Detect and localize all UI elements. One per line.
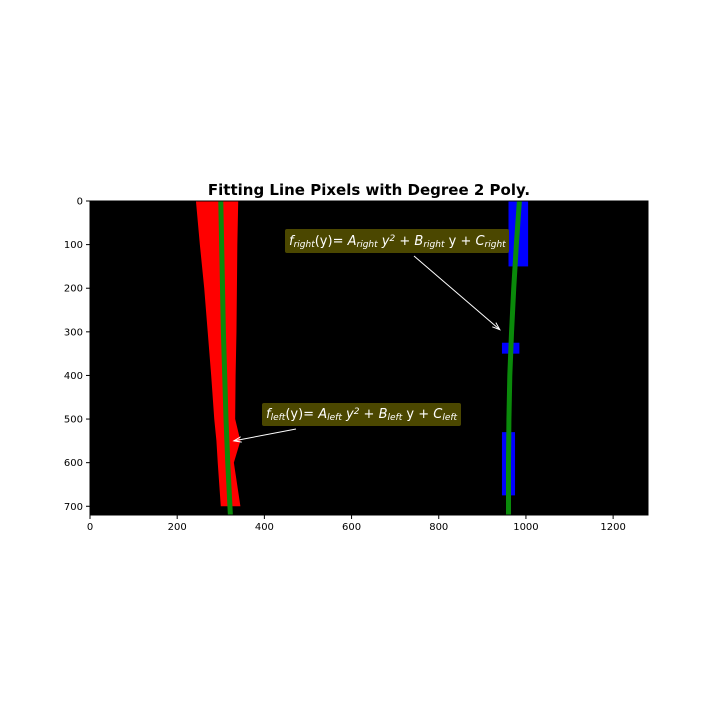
- annotation-label-part: y: [378, 234, 390, 249]
- x-tick-label: 600: [342, 522, 361, 533]
- y-tick-label: 400: [64, 371, 83, 382]
- annotation-label-part: f: [289, 234, 296, 249]
- annotation-label-part: B: [414, 234, 423, 249]
- annotation-label-part: f: [266, 407, 273, 422]
- annotation-label-part: y: [342, 407, 354, 422]
- plot-area: [89, 200, 649, 516]
- annotation-label: fright(y)= Aright y2 + Bright y + Cright: [289, 234, 506, 250]
- annotation-label-part: +: [359, 407, 378, 422]
- annotation-label-part: B: [379, 407, 388, 422]
- image-background: [90, 201, 648, 515]
- annotation-label-part: left: [327, 413, 342, 423]
- annotation-label-part: right: [357, 240, 379, 250]
- x-tick-label: 800: [429, 522, 448, 533]
- y-tick-label: 200: [64, 284, 83, 295]
- annotation-label-part: A: [347, 234, 357, 249]
- x-tick-label: 1000: [513, 522, 538, 533]
- y-tick-label: 600: [64, 458, 83, 469]
- annotation-label-part: (y)=: [285, 407, 318, 422]
- y-tick-label: 700: [64, 502, 83, 513]
- annotation-label-part: y +: [444, 234, 475, 249]
- annotation-label-part: left: [271, 413, 286, 423]
- annotation-box: [262, 403, 461, 426]
- annotation-label-part: C: [433, 407, 443, 422]
- annotation-box: [285, 229, 509, 253]
- annotation-label-part: A: [317, 407, 327, 422]
- annotation-arrowhead: [232, 436, 242, 443]
- annotation-label-part: left: [388, 413, 403, 423]
- annotation-arrowhead: [492, 322, 501, 331]
- annotation-label-part: 2: [354, 407, 360, 417]
- x-tick-label: 1200: [600, 522, 625, 533]
- right-fit-line: [506, 200, 522, 515]
- annotations: fright(y)= Aright y2 + Bright y + Cright…: [232, 229, 509, 443]
- annotation-label-part: +: [395, 234, 414, 249]
- left-lane-pixels: [195, 201, 241, 507]
- annotation-label-part: right: [485, 240, 507, 250]
- annotation-label: fleft(y)= Aleft y2 + Bleft y + Cleft: [266, 407, 458, 423]
- left-fit-line: [218, 200, 233, 516]
- x-axis: 0 200 400 600 800 1000 1200: [87, 515, 626, 533]
- annotation-label-part: left: [442, 413, 457, 423]
- y-axis: 0 100 200 300 400 500 600 700: [64, 197, 90, 513]
- annotation-arrow: [233, 428, 297, 442]
- x-tick-label: 200: [168, 522, 187, 533]
- annotation-label-part: C: [475, 234, 485, 249]
- y-tick-label: 300: [64, 327, 83, 338]
- axes-frame: [89, 200, 649, 516]
- annotation-label-part: 2: [390, 234, 396, 244]
- annotation-arrow: [413, 255, 501, 331]
- chart-title: Fitting Line Pixels with Degree 2 Poly.: [208, 181, 530, 199]
- x-tick-label: 400: [255, 522, 274, 533]
- annotation-label-part: right: [423, 240, 445, 250]
- y-tick-label: 100: [64, 240, 83, 251]
- annotation-label-part: (y)=: [315, 234, 348, 249]
- y-tick-label: 0: [77, 197, 83, 208]
- y-tick-label: 500: [64, 415, 83, 426]
- x-tick-label: 0: [87, 522, 93, 533]
- annotation-label-part: right: [294, 240, 316, 250]
- annotation-label-part: y +: [402, 407, 433, 422]
